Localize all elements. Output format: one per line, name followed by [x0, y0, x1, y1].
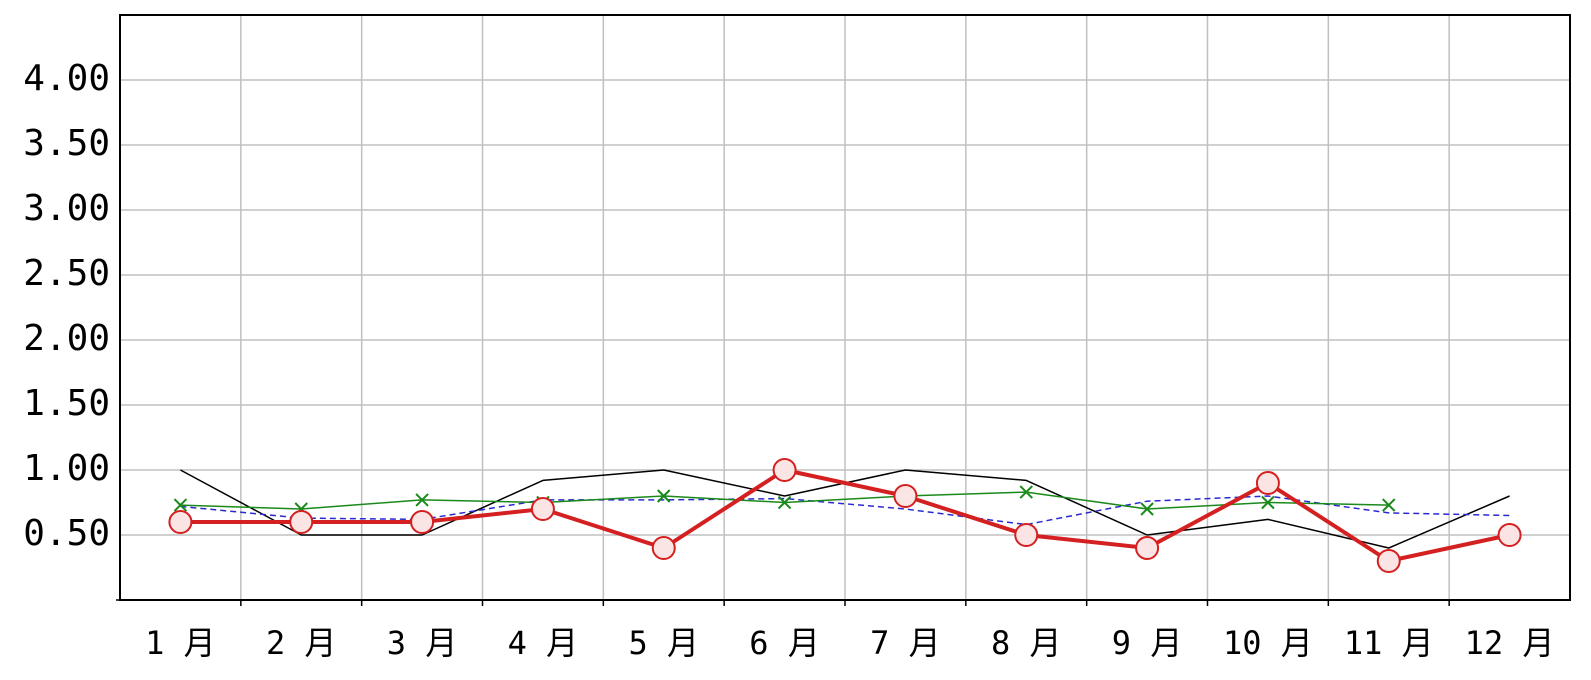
point-marker [410, 510, 435, 534]
y-tick-label: 1.50 [23, 383, 110, 424]
point-marker [173, 498, 188, 512]
x-tick-label: 8 月 [991, 624, 1062, 662]
series-line [180, 468, 1511, 563]
y-tick-label: 3.50 [23, 123, 110, 164]
point-marker [1014, 523, 1039, 547]
point-marker [1382, 498, 1396, 512]
point-marker [1019, 485, 1033, 499]
point-marker [657, 489, 671, 503]
x-tick-label: 3 月 [387, 624, 458, 662]
series-line [180, 495, 1510, 526]
x-tick-label: 5 月 [628, 624, 699, 662]
x-tick-label: 7 月 [870, 624, 941, 662]
y-tick-label: 2.50 [23, 253, 110, 294]
y-tick-label: 1.00 [23, 448, 110, 489]
x-tick-label: 6 月 [749, 624, 820, 662]
point-marker [1261, 495, 1275, 510]
point-marker [893, 484, 918, 508]
x-tick-label: 4 月 [508, 624, 579, 662]
point-marker [1140, 502, 1154, 516]
x-tick-label: 9 月 [1112, 624, 1183, 662]
x-tick-label: 12 月 [1465, 624, 1555, 662]
y-tick-label: 4.00 [23, 58, 110, 99]
point-marker [530, 497, 555, 521]
x-tick-label: 2 月 [266, 624, 337, 662]
point-marker [651, 536, 676, 560]
point-marker [1255, 471, 1280, 495]
x-tick-label: 10 月 [1223, 624, 1313, 662]
point-marker [1135, 536, 1160, 560]
point-marker [415, 493, 429, 507]
point-marker [289, 510, 314, 534]
y-tick-label: 0.50 [23, 513, 110, 554]
point-marker [168, 510, 193, 534]
point-marker [777, 495, 792, 510]
point-marker [1376, 549, 1401, 573]
point-marker [1497, 523, 1522, 547]
point-marker [772, 458, 797, 482]
y-tick-label: 2.00 [23, 318, 110, 359]
x-tick-label: 11 月 [1344, 624, 1434, 662]
y-tick-label: 3.00 [23, 188, 110, 229]
x-tick-label: 1 月 [145, 624, 216, 662]
